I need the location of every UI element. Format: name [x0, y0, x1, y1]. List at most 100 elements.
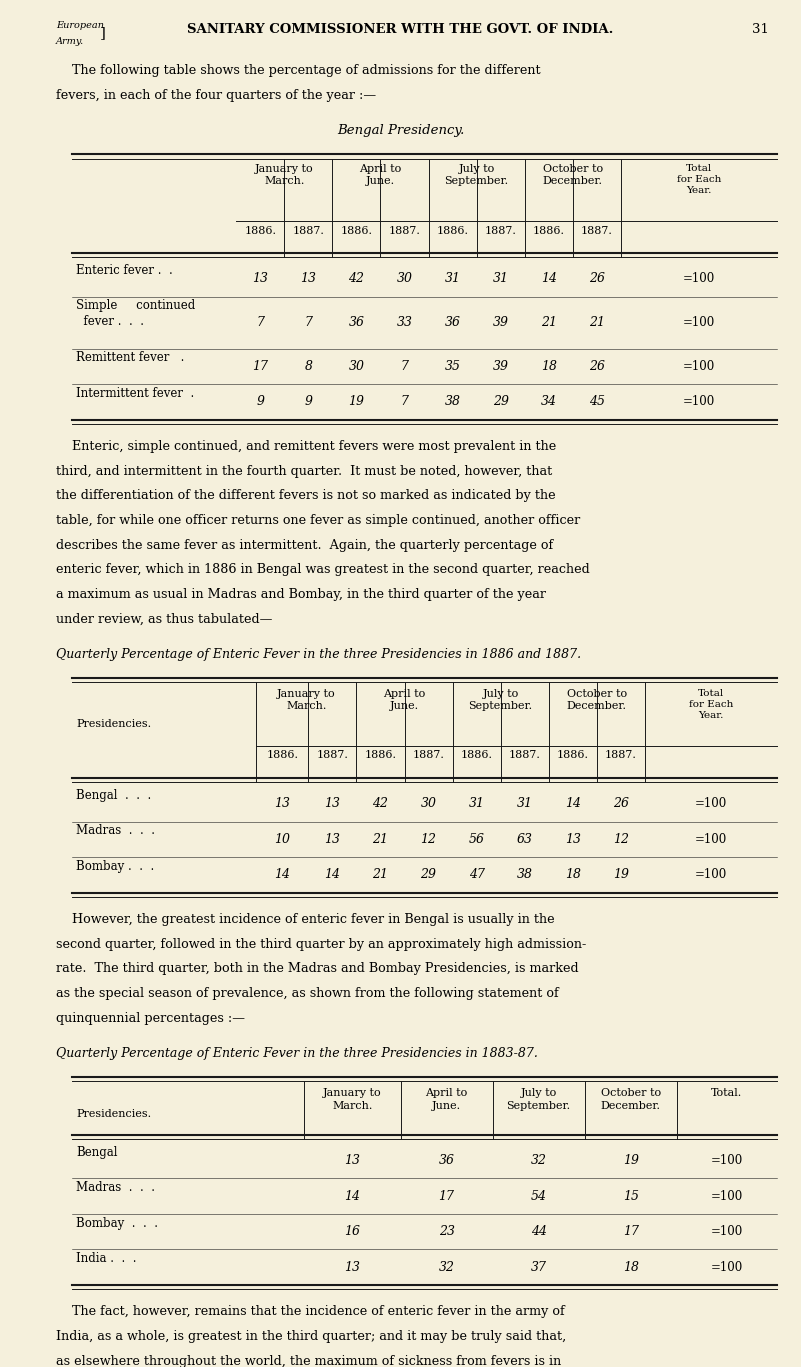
- Text: 1886.: 1886.: [533, 226, 565, 235]
- Text: 9: 9: [256, 395, 264, 409]
- Text: 10: 10: [275, 833, 290, 846]
- Text: However, the greatest incidence of enteric fever in Bengal is usually in the: However, the greatest incidence of enter…: [56, 913, 555, 927]
- Text: 23: 23: [439, 1225, 454, 1239]
- Text: July to
September.: July to September.: [506, 1088, 571, 1110]
- Text: 47: 47: [469, 868, 485, 882]
- Text: 13: 13: [324, 833, 340, 846]
- Text: rate.  The third quarter, both in the Madras and Bombay Presidencies, is marked: rate. The third quarter, both in the Mad…: [56, 962, 578, 976]
- Text: as elsewhere throughout the world, the maximum of sickness from fevers is in: as elsewhere throughout the world, the m…: [56, 1355, 562, 1367]
- Text: 32: 32: [439, 1260, 454, 1274]
- Text: 1887.: 1887.: [509, 750, 541, 760]
- Text: April to
June.: April to June.: [384, 689, 425, 711]
- Text: 36: 36: [348, 316, 364, 329]
- Text: 44: 44: [531, 1225, 546, 1239]
- Text: 14: 14: [344, 1189, 360, 1203]
- Text: 13: 13: [252, 272, 268, 286]
- Text: Bombay  .  .  .: Bombay . . .: [76, 1217, 158, 1230]
- Text: 13: 13: [344, 1154, 360, 1167]
- Text: =100: =100: [694, 868, 727, 882]
- Text: October to
December.: October to December.: [601, 1088, 661, 1110]
- Text: 7: 7: [256, 316, 264, 329]
- Text: =100: =100: [710, 1260, 743, 1274]
- Text: 14: 14: [275, 868, 290, 882]
- Text: as the special season of prevalence, as shown from the following statement of: as the special season of prevalence, as …: [56, 987, 559, 1001]
- Text: 18: 18: [623, 1260, 638, 1274]
- Text: 1886.: 1886.: [461, 750, 493, 760]
- Text: 21: 21: [372, 833, 388, 846]
- Text: 1887.: 1887.: [292, 226, 324, 235]
- Text: October to
December.: October to December.: [566, 689, 627, 711]
- Text: ]: ]: [100, 26, 106, 40]
- Text: Madras  .  .  .: Madras . . .: [76, 1181, 155, 1195]
- Text: enteric fever, which in 1886 in Bengal was greatest in the second quarter, reach: enteric fever, which in 1886 in Bengal w…: [56, 563, 590, 577]
- Text: =100: =100: [694, 797, 727, 811]
- Text: 7: 7: [400, 360, 409, 373]
- Text: 15: 15: [623, 1189, 638, 1203]
- Text: Total
for Each
Year.: Total for Each Year.: [677, 164, 721, 195]
- Text: 33: 33: [396, 316, 413, 329]
- Text: fevers, in each of the four quarters of the year :—: fevers, in each of the four quarters of …: [56, 89, 376, 103]
- Text: 17: 17: [623, 1225, 638, 1239]
- Text: 37: 37: [531, 1260, 546, 1274]
- Text: 1887.: 1887.: [413, 750, 445, 760]
- Text: 9: 9: [304, 395, 312, 409]
- Text: 32: 32: [531, 1154, 546, 1167]
- Text: =100: =100: [710, 1189, 743, 1203]
- Text: 36: 36: [439, 1154, 454, 1167]
- Text: 38: 38: [445, 395, 461, 409]
- Text: 36: 36: [445, 316, 461, 329]
- Text: April to
June.: April to June.: [425, 1088, 468, 1110]
- Text: Enteric fever .  .: Enteric fever . .: [76, 264, 173, 278]
- Text: 8: 8: [304, 360, 312, 373]
- Text: describes the same fever as intermittent.  Again, the quarterly percentage of: describes the same fever as intermittent…: [56, 539, 553, 552]
- Text: 45: 45: [589, 395, 605, 409]
- Text: 13: 13: [275, 797, 290, 811]
- Text: 1887.: 1887.: [316, 750, 348, 760]
- Text: 29: 29: [421, 868, 437, 882]
- Text: 21: 21: [541, 316, 557, 329]
- Text: Total
for Each
Year.: Total for Each Year.: [689, 689, 733, 720]
- Text: 1886.: 1886.: [557, 750, 589, 760]
- Text: 16: 16: [344, 1225, 360, 1239]
- Text: 31: 31: [752, 23, 769, 37]
- Text: 30: 30: [396, 272, 413, 286]
- Text: January to
March.: January to March.: [277, 689, 336, 711]
- Text: 29: 29: [493, 395, 509, 409]
- Text: =100: =100: [694, 833, 727, 846]
- Text: 18: 18: [565, 868, 581, 882]
- Text: Bengal Presidency.: Bengal Presidency.: [336, 124, 465, 138]
- Text: =100: =100: [682, 272, 715, 286]
- Text: Presidencies.: Presidencies.: [76, 719, 151, 729]
- Text: 1886.: 1886.: [437, 226, 469, 235]
- Text: 12: 12: [421, 833, 437, 846]
- Text: July to
September.: July to September.: [469, 689, 533, 711]
- Text: table, for while one officer returns one fever as simple continued, another offi: table, for while one officer returns one…: [56, 514, 580, 528]
- Text: January to
March.: January to March.: [323, 1088, 382, 1110]
- Text: July to
September.: July to September.: [445, 164, 509, 186]
- Text: 21: 21: [372, 868, 388, 882]
- Text: 56: 56: [469, 833, 485, 846]
- Text: =100: =100: [710, 1154, 743, 1167]
- Text: 39: 39: [493, 316, 509, 329]
- Text: 31: 31: [517, 797, 533, 811]
- Text: 39: 39: [493, 360, 509, 373]
- Text: 30: 30: [348, 360, 364, 373]
- Text: The following table shows the percentage of admissions for the different: The following table shows the percentage…: [56, 64, 541, 78]
- Text: India .  .  .: India . . .: [76, 1252, 137, 1266]
- Text: April to
June.: April to June.: [360, 164, 401, 186]
- Text: 19: 19: [623, 1154, 638, 1167]
- Text: 1887.: 1887.: [605, 750, 637, 760]
- Text: 1887.: 1887.: [388, 226, 421, 235]
- Text: Bengal: Bengal: [76, 1146, 118, 1159]
- Text: 13: 13: [344, 1260, 360, 1274]
- Text: 1887.: 1887.: [485, 226, 517, 235]
- Text: 38: 38: [517, 868, 533, 882]
- Text: January to
March.: January to March.: [255, 164, 314, 186]
- Text: 26: 26: [589, 272, 605, 286]
- Text: 18: 18: [541, 360, 557, 373]
- Text: 14: 14: [324, 868, 340, 882]
- Text: Enteric, simple continued, and remittent fevers were most prevalent in the: Enteric, simple continued, and remittent…: [56, 440, 557, 454]
- Text: 26: 26: [589, 360, 605, 373]
- Text: under review, as thus tabulated—: under review, as thus tabulated—: [56, 612, 272, 626]
- Text: 42: 42: [348, 272, 364, 286]
